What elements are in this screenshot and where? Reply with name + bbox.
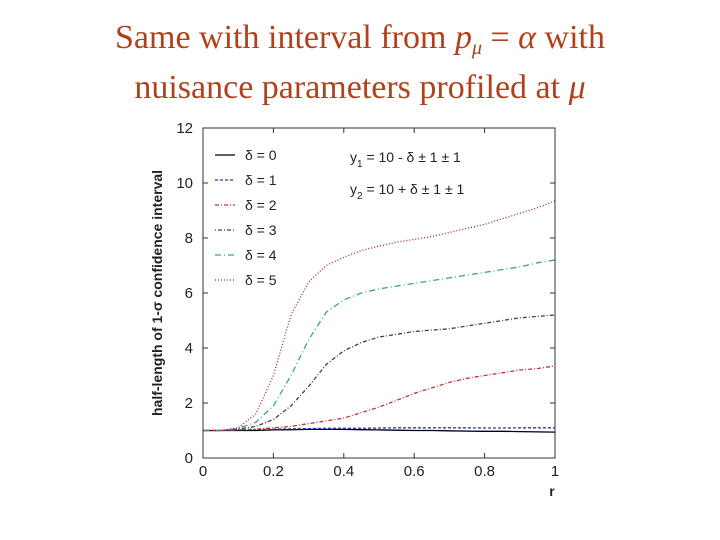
x-tick-label: 0.4	[333, 463, 354, 480]
title-text-2: nuisance parameters profiled at	[134, 69, 569, 106]
series-line-delta-1	[203, 427, 555, 432]
annotation-y2: y2 = 10 + δ ± 1 ± 1	[350, 181, 465, 202]
y-tick-label: 4	[185, 340, 193, 357]
title-text: Same with interval from	[115, 19, 455, 56]
slide-title: Same with interval from pμ = α with nuis…	[0, 18, 720, 108]
x-tick-label: 0.8	[474, 463, 495, 480]
title-mu-subscript: μ	[471, 37, 482, 59]
annotation-y1: y1 = 10 - δ ± 1 ± 1	[350, 149, 461, 170]
legend: δ = 0 δ = 1 δ = 2 δ = 3 δ = 4 δ = 5	[215, 147, 277, 288]
slide-title-line-1: Same with interval from pμ = α with	[0, 18, 720, 68]
x-tick-label: 1	[551, 463, 559, 480]
legend-label: δ = 4	[245, 247, 277, 263]
y-tick-label: 2	[185, 395, 193, 412]
legend-label: δ = 5	[245, 272, 277, 288]
y-axis-label: half-length of 1-σ confidence interval	[149, 170, 165, 416]
y-tick-label: 12	[176, 120, 193, 137]
y-tick-label: 8	[185, 230, 193, 247]
x-tick-label: 0	[199, 463, 207, 480]
y-tick-label: 6	[185, 285, 193, 302]
title-with: with	[536, 19, 605, 56]
x-axis-label: r	[549, 483, 555, 499]
series-line-delta-0	[203, 428, 556, 433]
y-tick-label: 0	[185, 450, 193, 467]
x-tick-label: 0.2	[263, 463, 284, 480]
title-p-symbol: p	[454, 19, 472, 56]
title-alpha-symbol: α	[518, 19, 537, 56]
y-tick-label: 10	[176, 175, 193, 192]
x-tick-label: 0.6	[404, 463, 425, 480]
series-line-delta-3	[203, 314, 556, 432]
series-layer	[203, 200, 556, 433]
tick-layer: 0 2 4 6 8 10 12 0 0.2 0.4 0.6 0.8 1	[176, 120, 559, 480]
legend-label: δ = 2	[245, 197, 277, 213]
title-mu-symbol: μ	[568, 69, 586, 106]
legend-label: δ = 0	[245, 147, 277, 163]
legend-label: δ = 3	[245, 222, 277, 238]
series-line-delta-4	[203, 259, 556, 432]
title-equals: =	[481, 19, 519, 56]
series-line-delta-2	[203, 365, 556, 432]
slide-title-line-2: nuisance parameters profiled at μ	[0, 68, 720, 108]
legend-label: δ = 1	[245, 172, 277, 188]
